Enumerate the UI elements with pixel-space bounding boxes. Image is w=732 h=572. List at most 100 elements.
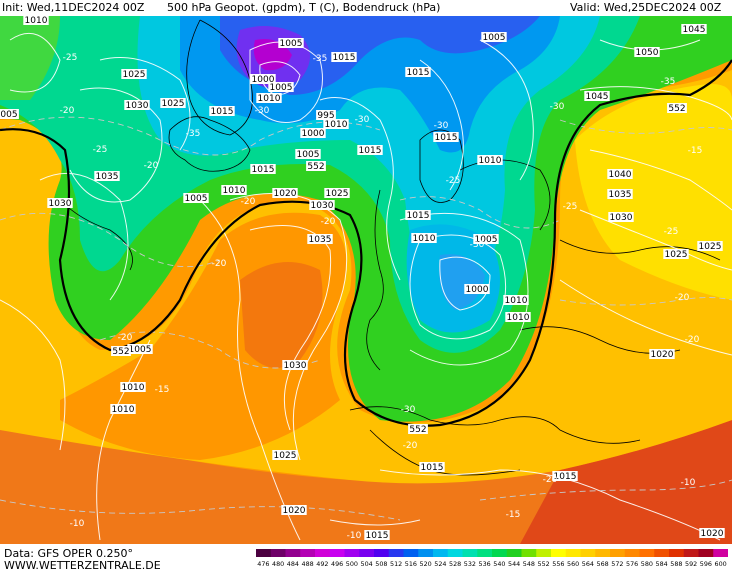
- isobar-label-bg: [23, 16, 49, 25]
- colorbar-segment: [654, 549, 670, 557]
- colorbar-tick: 552: [537, 560, 550, 568]
- isobar-label-bg: [477, 155, 503, 165]
- temperature-label: -20: [118, 333, 133, 343]
- temperature-label-text: -10: [347, 531, 362, 541]
- isobar-label-text: 1010: [122, 383, 145, 393]
- isobar-label-bg: [364, 530, 390, 540]
- isobar-label-text: 1010: [505, 296, 528, 306]
- isobar-label: 1005: [473, 234, 499, 245]
- scandinavia-coast: [419, 129, 464, 203]
- isobar-label: 1030: [124, 100, 150, 111]
- isobar-label-text: 1015: [421, 463, 444, 473]
- isobar-label-bg: [281, 505, 307, 515]
- isobar-label: 1025: [160, 98, 186, 109]
- isobar: [69, 87, 163, 203]
- colorbar-segment: [388, 549, 404, 557]
- canada-coast: [59, 199, 133, 271]
- temperature-label-text: -35: [186, 129, 201, 139]
- isobar-label: 1005: [183, 193, 209, 204]
- colorbar-tick: 536: [478, 560, 491, 568]
- isobar-label: 1010: [477, 155, 503, 166]
- colorbar-segment: [506, 549, 522, 557]
- map-footer: Data: GFS OPER 0.250° WWW.WETTERZENTRALE…: [0, 544, 732, 572]
- isotherm: [0, 212, 221, 268]
- isobar: [579, 209, 732, 271]
- isobar-label-text: 1010: [479, 156, 502, 166]
- isobar-label-text: 1010: [258, 94, 281, 104]
- isobar-label-text: 1050: [636, 48, 659, 58]
- isobar-label: 1010: [411, 233, 437, 244]
- isobar-label-bg: [649, 349, 675, 359]
- isobar-label-text: 1005: [129, 345, 152, 355]
- isobar-label-bg: [307, 234, 333, 244]
- colorbar-tick: 524: [434, 560, 447, 568]
- temperature-label-text: -35: [661, 77, 676, 87]
- isobar-label-text: 1025: [699, 242, 722, 252]
- colorbar-segment: [477, 549, 493, 557]
- europe-low-core: [439, 254, 485, 310]
- colorbar-segment: [256, 549, 272, 557]
- isobar-label: 1025: [324, 188, 350, 199]
- isobar-label: 005: [0, 109, 19, 120]
- temperature-label: -20: [543, 475, 558, 485]
- temperature-label: -20: [675, 293, 690, 303]
- website-link[interactable]: WWW.WETTERZENTRALE.DE: [4, 559, 161, 572]
- isobar-label-bg: [699, 528, 725, 538]
- isobar-label: 1000: [464, 284, 490, 295]
- isobar-label: 1050: [634, 47, 660, 58]
- colorbar-tick: 596: [699, 560, 712, 568]
- isobar-label: 1005: [127, 344, 153, 355]
- temperature-label: -10: [347, 531, 362, 541]
- isobar-label-bg: [209, 106, 235, 116]
- isobar: [479, 39, 534, 181]
- height-label: 552: [306, 161, 326, 172]
- temperature-label: -20: [144, 161, 159, 171]
- isobar-label-text: 1015: [359, 146, 382, 156]
- isobar-label-bg: [663, 249, 689, 259]
- temperature-label: -25: [664, 227, 679, 237]
- colorbar-segment: [433, 549, 449, 557]
- isobar-label-bg: [607, 169, 633, 179]
- isobar: [439, 256, 491, 311]
- map-header: Init: Wed,11DEC2024 00Z 500 hPa Geopot. …: [0, 0, 732, 16]
- temperature-label-text: -10: [70, 519, 85, 529]
- isobar-label: 1035: [607, 189, 633, 200]
- colorbar-segment: [344, 549, 360, 557]
- map-title: 500 hPa Geopot. (gpdm), T (C), Bodendruc…: [167, 1, 441, 14]
- temperature-label: -30: [355, 115, 370, 125]
- colorbar-tick: 560: [567, 560, 580, 568]
- temperature-label-text: -20: [118, 333, 133, 343]
- isobar-label: 1045: [681, 24, 707, 35]
- isobar-label-bg: [256, 93, 282, 103]
- height-label-text: 552: [112, 347, 129, 357]
- isobar-label-bg: [110, 404, 136, 414]
- isobar-label: 1025: [121, 69, 147, 80]
- temperature-label-text: -20: [543, 475, 558, 485]
- colorbar-tick: 584: [655, 560, 668, 568]
- isobar-label-bg: [250, 74, 276, 84]
- isobar-label-text: 1035: [309, 235, 332, 245]
- colorbar: [256, 549, 728, 557]
- isobar-label: 1035: [307, 234, 333, 245]
- isobar-label: 1015: [364, 530, 390, 541]
- isobar-label-bg: [324, 188, 350, 198]
- isobar-label: 1020: [281, 505, 307, 516]
- isobar: [9, 32, 61, 93]
- isobar-label: 1015: [357, 145, 383, 156]
- isobar-label-text: 1025: [123, 70, 146, 80]
- isobar-label-bg: [411, 233, 437, 243]
- isotherm: [559, 297, 732, 306]
- colorbar-tick: 516: [404, 560, 417, 568]
- temperature-label-text: -10: [681, 478, 696, 488]
- isobar-label: 995: [316, 110, 336, 121]
- colorbar-tick: 600: [714, 560, 727, 568]
- colorbar-segment: [713, 549, 728, 557]
- temperature-label: -30: [401, 405, 416, 415]
- isobar-label-text: 1015: [333, 53, 356, 63]
- colorbar-segment: [595, 549, 611, 557]
- isobar-label: 1030: [309, 200, 335, 211]
- colorbar-segment: [315, 549, 331, 557]
- temperature-label: -20: [403, 441, 418, 451]
- isobar-label: 1005: [481, 32, 507, 43]
